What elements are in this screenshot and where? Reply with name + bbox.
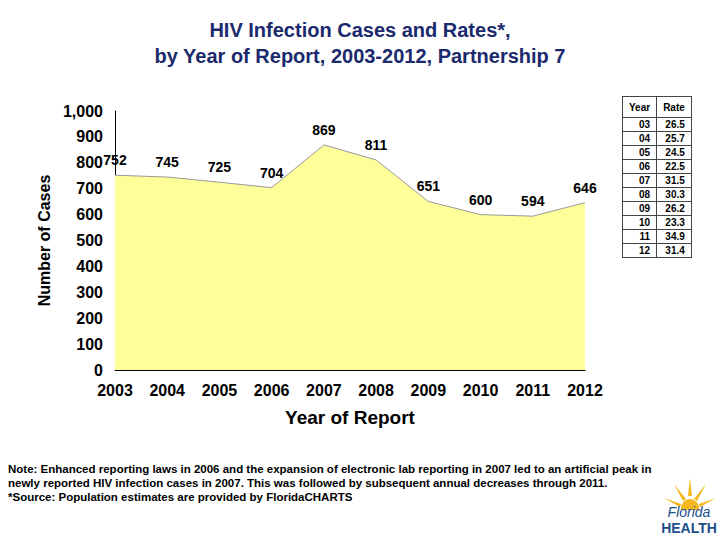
html-text:Rate: Rate bbox=[663, 101, 685, 113]
html-text:08: 08 bbox=[639, 189, 651, 200]
html-text:24.5: 24.5 bbox=[665, 147, 685, 158]
html-text:31.4: 31.4 bbox=[665, 245, 685, 256]
svg-text:2010: 2010 bbox=[463, 382, 499, 399]
svg-text:2004: 2004 bbox=[149, 382, 185, 399]
svg-text:400: 400 bbox=[76, 258, 103, 275]
html-text:05: 05 bbox=[639, 147, 651, 158]
svg-text:2008: 2008 bbox=[358, 382, 394, 399]
svg-text:725: 725 bbox=[208, 159, 232, 175]
svg-text:646: 646 bbox=[573, 180, 597, 196]
svg-text:745: 745 bbox=[156, 154, 180, 170]
svg-text:811: 811 bbox=[365, 137, 388, 153]
svg-text:704: 704 bbox=[260, 165, 284, 181]
svg-text:0: 0 bbox=[94, 362, 103, 379]
svg-text:2011: 2011 bbox=[515, 382, 550, 399]
html-text:Note: Enhanced reporting laws: Note: Enhanced reporting laws in 2006 an… bbox=[8, 463, 652, 489]
html-text:25.7: 25.7 bbox=[665, 133, 685, 144]
html-text:10: 10 bbox=[639, 217, 651, 228]
svg-text:594: 594 bbox=[521, 193, 545, 209]
html-text:03: 03 bbox=[639, 119, 651, 130]
svg-text:2006: 2006 bbox=[254, 382, 290, 399]
svg-text:100: 100 bbox=[76, 336, 103, 353]
svg-text:600: 600 bbox=[469, 192, 493, 208]
svg-text:500: 500 bbox=[76, 232, 103, 249]
html-text:31.5: 31.5 bbox=[665, 175, 685, 186]
html-text:HEALTH: HEALTH bbox=[661, 520, 717, 536]
svg-text:300: 300 bbox=[76, 284, 103, 301]
svg-text:2012: 2012 bbox=[567, 382, 603, 399]
svg-text:900: 900 bbox=[76, 128, 103, 145]
html-text:09: 09 bbox=[639, 203, 651, 214]
html-text:*Source: Population estimates: *Source: Population estimates are provid… bbox=[8, 491, 353, 503]
svg-text:2009: 2009 bbox=[411, 382, 447, 399]
html-text:Year: Year bbox=[629, 101, 651, 113]
html-text:26.2: 26.2 bbox=[665, 203, 685, 214]
html-text:34.9: 34.9 bbox=[665, 231, 685, 242]
svg-text:752: 752 bbox=[103, 152, 127, 168]
svg-text:869: 869 bbox=[312, 122, 336, 138]
svg-text:700: 700 bbox=[76, 180, 103, 197]
svg-text:2003: 2003 bbox=[97, 382, 133, 399]
svg-text:2007: 2007 bbox=[306, 382, 342, 399]
html-text:22.5: 22.5 bbox=[665, 161, 685, 172]
html-text:26.5: 26.5 bbox=[665, 119, 685, 130]
html-text:06: 06 bbox=[639, 161, 651, 172]
html-text:04: 04 bbox=[639, 133, 651, 144]
svg-text:600: 600 bbox=[76, 206, 103, 223]
html-text:07: 07 bbox=[639, 175, 651, 186]
svg-text:800: 800 bbox=[76, 154, 103, 171]
svg-text:Number of Cases: Number of Cases bbox=[36, 175, 53, 307]
svg-text:200: 200 bbox=[76, 310, 103, 327]
svg-text:651: 651 bbox=[417, 178, 441, 194]
svg-text:HIV Infection Cases and Rates*: HIV Infection Cases and Rates*, bbox=[209, 19, 510, 41]
html-text:11: 11 bbox=[639, 231, 651, 242]
html-text:12: 12 bbox=[639, 245, 651, 256]
svg-text:by Year of Report, 2003-2012,: by Year of Report, 2003-2012, Partnershi… bbox=[155, 45, 566, 67]
svg-text:Year of Report: Year of Report bbox=[285, 407, 416, 428]
html-text:30.3: 30.3 bbox=[665, 189, 685, 200]
html-text:23.3: 23.3 bbox=[665, 217, 685, 228]
svg-text:1,000: 1,000 bbox=[63, 103, 103, 120]
svg-text:2005: 2005 bbox=[202, 382, 238, 399]
html-text:Florida: Florida bbox=[667, 504, 711, 520]
